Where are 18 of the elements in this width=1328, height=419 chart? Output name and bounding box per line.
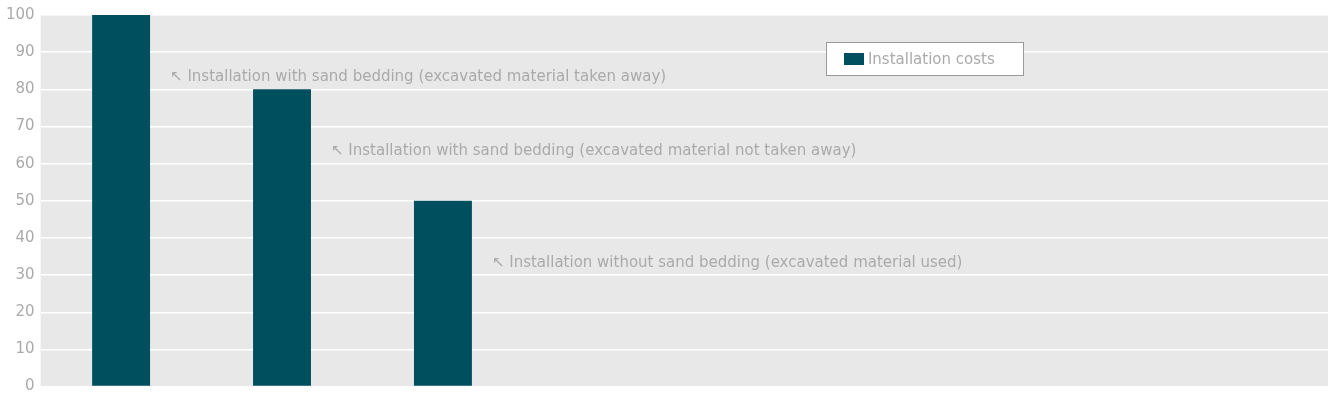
y-tick-label: 20 <box>15 302 35 321</box>
annotation: ↖ Installation without sand bedding (excavated material used) <box>491 252 963 271</box>
y-tick-label: 80 <box>15 79 35 98</box>
bar <box>253 89 311 386</box>
y-tick-label: 0 <box>25 376 35 395</box>
legend-label: Installation costs <box>867 50 995 68</box>
y-tick-label: 70 <box>15 116 35 135</box>
y-tick-label: 40 <box>15 227 35 246</box>
y-tick-label: 50 <box>15 190 35 209</box>
y-tick-label: 10 <box>15 339 35 358</box>
annotation: ↖ Installation with sand bedding (excavated material taken away) <box>170 66 667 85</box>
y-tick-label: 60 <box>15 153 35 172</box>
bar <box>92 15 151 386</box>
y-tick-label: 90 <box>15 42 35 61</box>
bar <box>413 200 472 386</box>
annotation: ↖ Installation with sand bedding (excavated material not taken away) <box>330 141 857 160</box>
y-tick-label: 30 <box>15 265 35 284</box>
y-tick-label: 100 <box>5 4 35 23</box>
